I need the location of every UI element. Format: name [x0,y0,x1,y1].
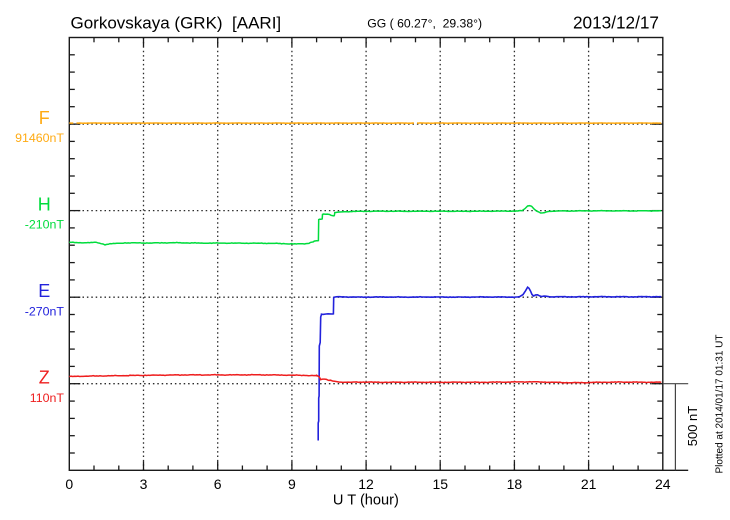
svg-text:-270nT: -270nT [25,304,65,318]
svg-text:12: 12 [358,476,374,492]
svg-text:0: 0 [65,476,73,492]
svg-text:2013/12/17: 2013/12/17 [573,12,659,32]
svg-text:24: 24 [655,476,671,492]
svg-text:Z: Z [39,368,50,388]
svg-text:-210nT: -210nT [25,218,65,232]
svg-text:Plotted at 2014/01/17 01:31 UT: Plotted at 2014/01/17 01:31 UT [715,335,726,474]
svg-text:F: F [39,108,50,128]
svg-text:GG ( 60.27°, 29.38°): GG ( 60.27°, 29.38°) [367,16,482,30]
svg-text:Gorkovskaya (GRK) [AARI]: Gorkovskaya (GRK) [AARI] [71,13,282,32]
svg-text:500 nT: 500 nT [685,406,700,447]
svg-text:18: 18 [507,476,523,492]
svg-text:15: 15 [432,476,448,492]
svg-text:E: E [38,281,50,301]
svg-text:U T (hour): U T (hour) [333,492,399,508]
svg-text:6: 6 [214,476,222,492]
svg-text:21: 21 [581,476,597,492]
svg-text:3: 3 [140,476,148,492]
svg-text:110nT: 110nT [30,391,65,405]
svg-text:9: 9 [288,476,296,492]
svg-text:H: H [38,195,51,215]
svg-text:91460nT: 91460nT [15,131,64,145]
